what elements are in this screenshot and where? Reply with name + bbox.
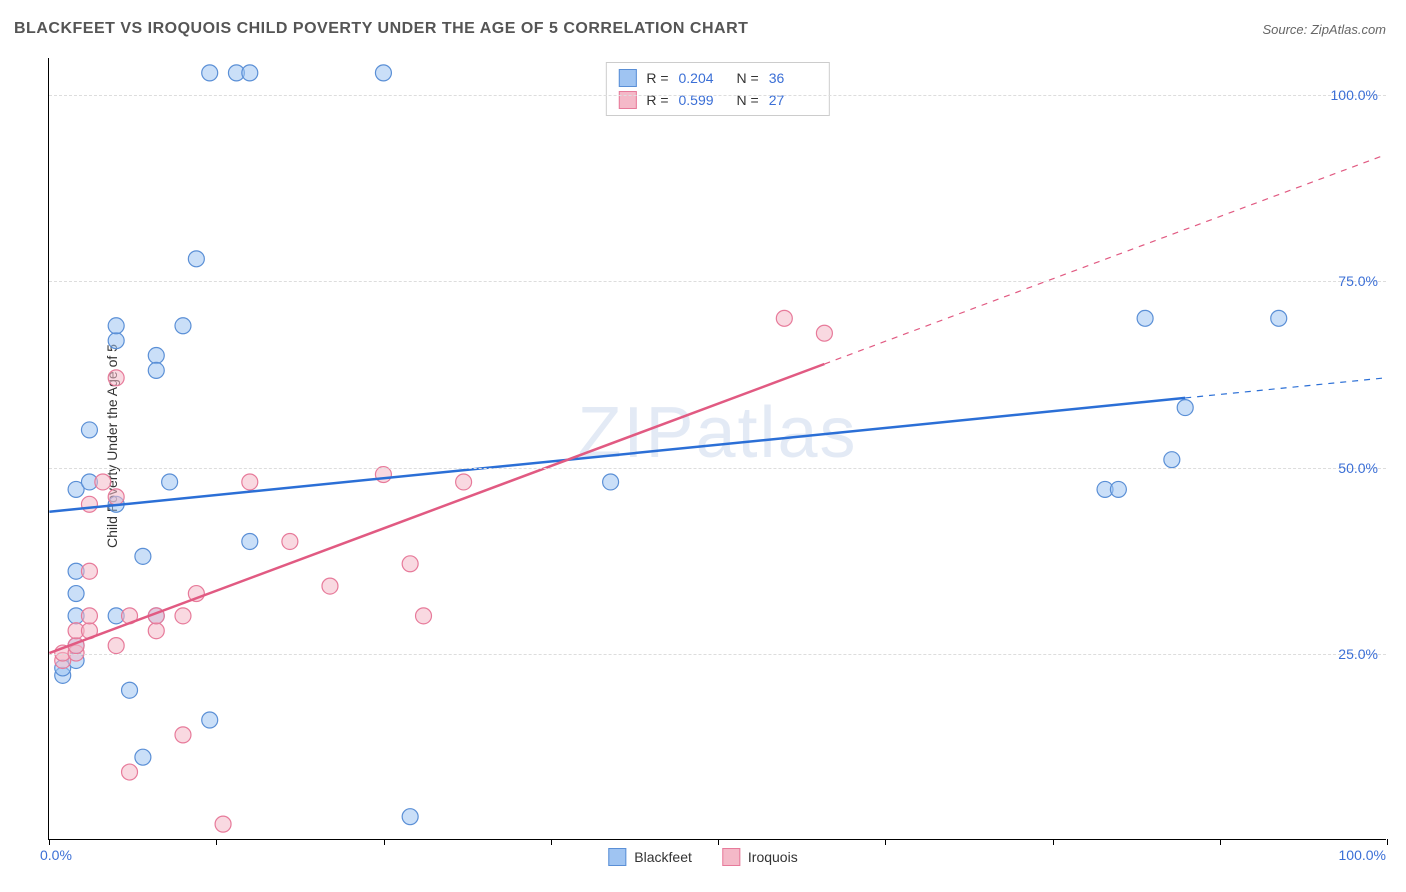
scatter-point [135, 749, 151, 765]
source-attribution: Source: ZipAtlas.com [1262, 22, 1386, 37]
scatter-point [776, 310, 792, 326]
scatter-point [95, 474, 111, 490]
trend-line-solid [49, 398, 1185, 512]
scatter-point [242, 474, 258, 490]
x-tick [1220, 839, 1221, 845]
scatter-point [416, 608, 432, 624]
scatter-point [135, 548, 151, 564]
scatter-point [122, 764, 138, 780]
scatter-point [81, 608, 97, 624]
y-tick-label: 25.0% [1338, 646, 1378, 662]
x-tick [216, 839, 217, 845]
gridline-h [49, 95, 1386, 96]
scatter-point [68, 586, 84, 602]
plot-area: ZIPatlas R =0.204N =36R =0.599N =27 25.0… [48, 58, 1386, 840]
scatter-point [375, 467, 391, 483]
scatter-point [122, 682, 138, 698]
scatter-point [402, 809, 418, 825]
scatter-point [108, 370, 124, 386]
gridline-h [49, 468, 1386, 469]
legend-item: Blackfeet [608, 848, 692, 866]
trend-line-dashed [824, 155, 1385, 364]
scatter-point [242, 533, 258, 549]
x-tick [718, 839, 719, 845]
scatter-point [81, 496, 97, 512]
scatter-point [1271, 310, 1287, 326]
scatter-point [816, 325, 832, 341]
scatter-point [148, 623, 164, 639]
legend-label: Iroquois [748, 849, 798, 865]
scatter-point [188, 251, 204, 267]
legend-swatch [618, 91, 636, 109]
y-tick-label: 100.0% [1331, 87, 1378, 103]
stat-n-value: 36 [769, 70, 817, 86]
stats-legend-box: R = 0.204 N = 36 R =0.599N =27 [605, 62, 829, 116]
scatter-point [108, 333, 124, 349]
scatter-point [322, 578, 338, 594]
x-tick [384, 839, 385, 845]
scatter-point [148, 348, 164, 364]
x-axis-max-label: 100.0% [1339, 847, 1386, 863]
x-tick [885, 839, 886, 845]
x-tick [1387, 839, 1388, 845]
scatter-point [375, 65, 391, 81]
scatter-point [162, 474, 178, 490]
scatter-point [108, 318, 124, 334]
stat-r-value: 0.204 [679, 70, 727, 86]
scatter-point [242, 65, 258, 81]
scatter-point [282, 533, 298, 549]
scatter-point [108, 489, 124, 505]
legend-swatch [722, 848, 740, 866]
scatter-point [81, 422, 97, 438]
scatter-point [202, 712, 218, 728]
x-tick [1053, 839, 1054, 845]
scatter-point [202, 65, 218, 81]
legend-swatch [618, 69, 636, 87]
legend-label: Blackfeet [634, 849, 692, 865]
scatter-point [215, 816, 231, 832]
scatter-point [603, 474, 619, 490]
scatter-point [1177, 400, 1193, 416]
scatter-point [175, 318, 191, 334]
x-tick [49, 839, 50, 845]
legend-item: Iroquois [722, 848, 798, 866]
trend-line-solid [49, 364, 824, 653]
chart-container: BLACKFEET VS IROQUOIS CHILD POVERTY UNDE… [0, 0, 1406, 892]
scatter-point [81, 563, 97, 579]
legend-swatch [608, 848, 626, 866]
scatter-svg [49, 58, 1386, 839]
trend-line-dashed [1185, 378, 1385, 398]
scatter-point [1164, 452, 1180, 468]
stats-row: R = 0.204 N = 36 [618, 67, 816, 89]
stat-n-label: N = [737, 70, 759, 86]
stats-row: R =0.599N =27 [618, 89, 816, 111]
scatter-point [456, 474, 472, 490]
stat-r-label: R = [646, 70, 668, 86]
scatter-point [108, 638, 124, 654]
scatter-point [148, 362, 164, 378]
scatter-point [1110, 481, 1126, 497]
chart-title: BLACKFEET VS IROQUOIS CHILD POVERTY UNDE… [14, 20, 748, 38]
scatter-point [175, 608, 191, 624]
y-tick-label: 50.0% [1338, 460, 1378, 476]
legend-bottom: Blackfeet Iroquois [608, 848, 797, 866]
scatter-point [175, 727, 191, 743]
x-tick [551, 839, 552, 845]
scatter-point [402, 556, 418, 572]
gridline-h [49, 654, 1386, 655]
x-axis-min-label: 0.0% [40, 847, 72, 863]
scatter-point [1137, 310, 1153, 326]
gridline-h [49, 281, 1386, 282]
y-tick-label: 75.0% [1338, 273, 1378, 289]
